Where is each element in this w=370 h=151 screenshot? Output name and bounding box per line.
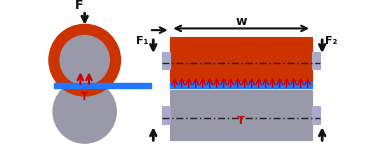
Text: w: w (235, 14, 247, 27)
Bar (54, 83, 151, 88)
Circle shape (54, 81, 115, 142)
Circle shape (54, 29, 115, 91)
Bar (171, 90, 312, 140)
Bar (312, 106, 320, 124)
Bar (162, 51, 171, 69)
Bar (312, 51, 320, 69)
Text: T: T (81, 92, 88, 102)
Text: T: T (237, 116, 245, 126)
Text: F₂: F₂ (325, 36, 337, 46)
Text: F₁: F₁ (136, 36, 148, 46)
Text: F: F (74, 0, 83, 12)
Bar (171, 82, 312, 88)
Bar (162, 106, 171, 124)
Bar (171, 37, 312, 84)
